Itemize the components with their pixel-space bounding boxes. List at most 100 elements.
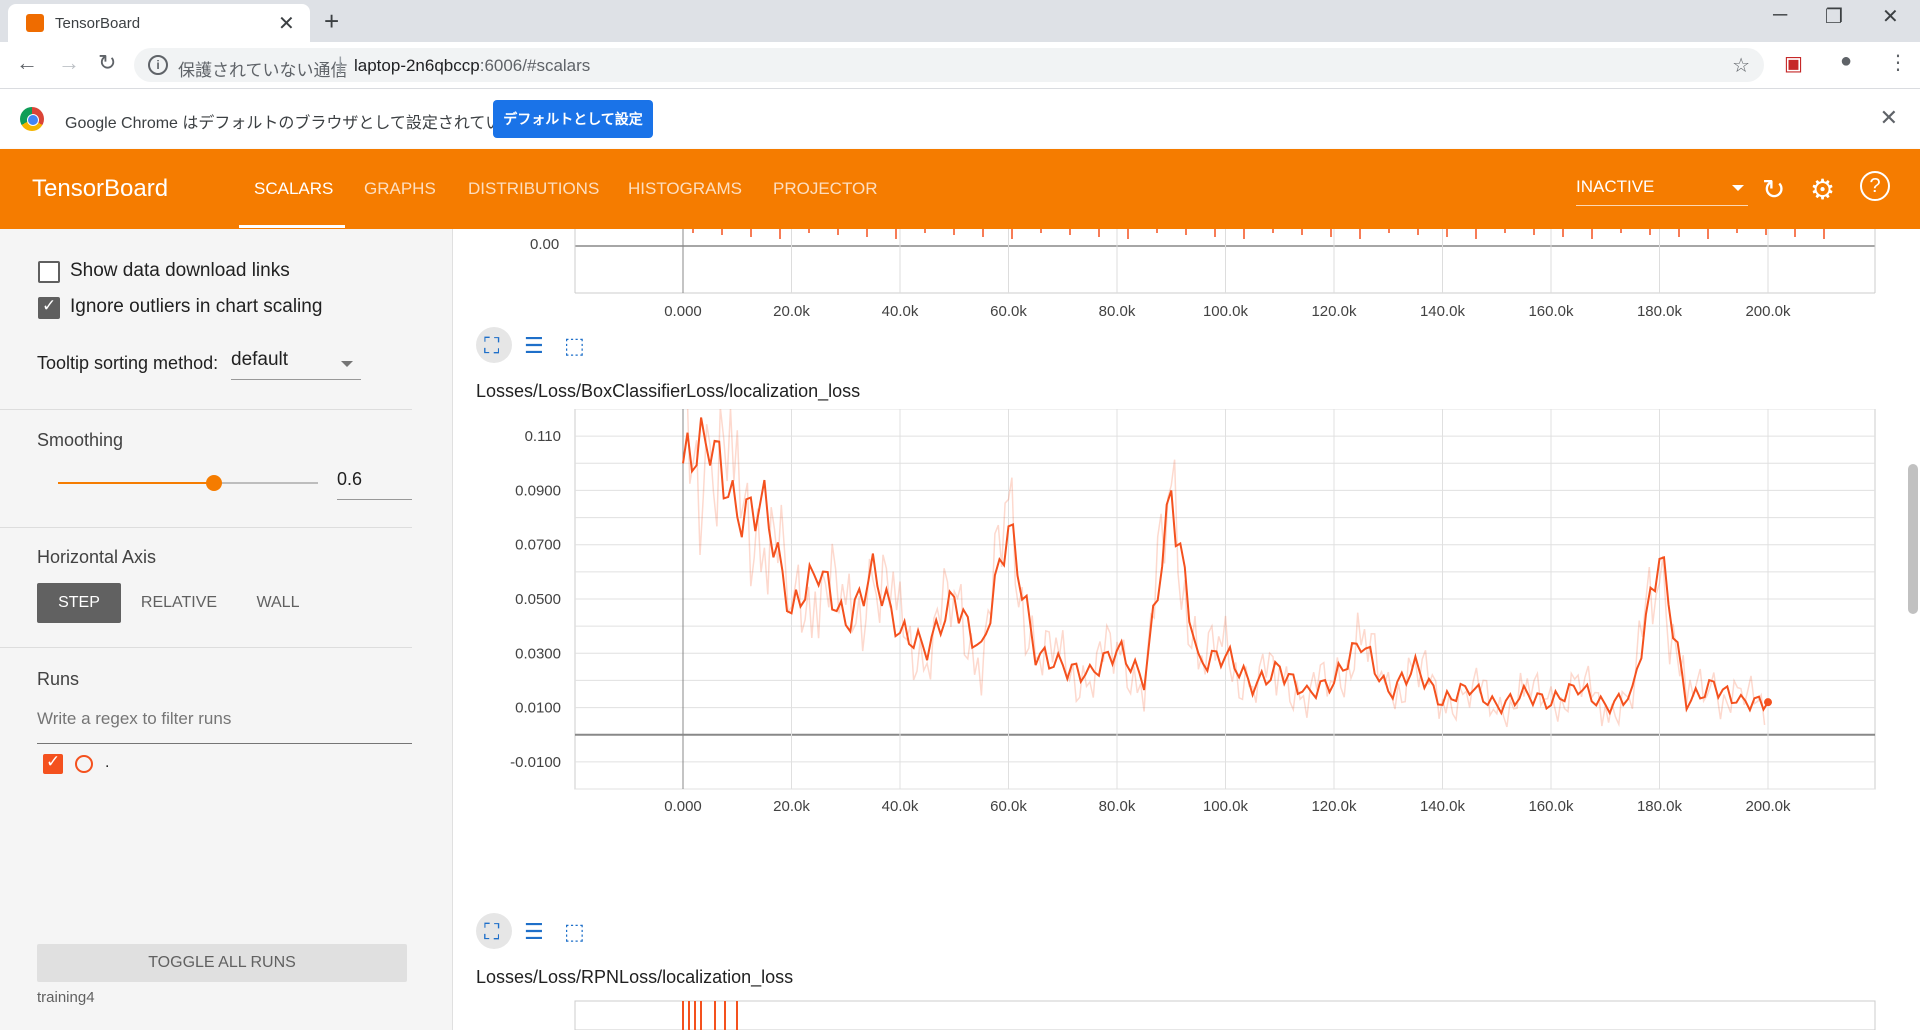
profile-icon[interactable]: ●	[1840, 50, 1853, 72]
smoothed-loss-line	[682, 417, 1769, 716]
chart-xtick-label: 160.0k	[1528, 798, 1574, 815]
run-checkbox[interactable]	[43, 752, 63, 774]
sidebar-divider	[0, 527, 412, 528]
chart-xtick-label: 140.0k	[1420, 798, 1466, 815]
security-status: 保護されていない通信	[178, 61, 348, 80]
address-bar[interactable]: i 保護されていない通信 | laptop-2n6qbccp:6006/#sca…	[134, 48, 1764, 82]
infobar-close-icon[interactable]: ✕	[1879, 105, 1898, 130]
smoothing-slider-fill	[58, 482, 214, 484]
menu-kebab-icon[interactable]: ⋮	[1888, 52, 1908, 74]
inactive-dashboards-dropdown[interactable]: INACTIVE	[1576, 177, 1748, 206]
tooltip-sorting-dropdown[interactable]: default	[231, 349, 361, 380]
top-partial-chart	[574, 229, 1876, 294]
reload-icon[interactable]: ↻	[98, 50, 117, 75]
tensorboard-favicon-icon	[26, 14, 44, 32]
app-brand: TensorBoard	[32, 175, 169, 202]
settings-gear-icon[interactable]: ⚙	[1810, 174, 1836, 205]
top-chart-xtick-label: 40.0k	[881, 303, 919, 320]
tab-projector[interactable]: PROJECTOR	[773, 179, 878, 198]
chart-xtick-label: 80.0k	[1099, 798, 1136, 815]
tensorboard-header: TensorBoard SCALARS GRAPHS DISTRIBUTIONS…	[0, 149, 1920, 229]
smoothing-slider-knob[interactable]	[206, 475, 222, 491]
smoothing-heading: Smoothing	[37, 430, 124, 450]
smoothing-value-input[interactable]: 0.6	[337, 469, 412, 500]
smoothing-slider[interactable]	[58, 475, 318, 491]
chart-xtick-label: 120.0k	[1311, 798, 1357, 815]
next-chart-line	[682, 1001, 738, 1030]
fullscreen-icon: ⛶	[484, 919, 500, 944]
next-chart-title: Losses/Loss/RPNLoss/localization_loss	[476, 967, 794, 987]
extension-icon[interactable]: ▣	[1784, 53, 1803, 75]
list-icon: ☰	[524, 919, 544, 944]
tooltip-sorting-value: default	[231, 349, 289, 370]
fit-domain-icon: ⬚	[564, 333, 585, 358]
show-download-links-label: Show data download links	[70, 260, 290, 281]
raw-loss-line	[686, 409, 1766, 728]
fit-domain-button[interactable]: ⬚	[556, 327, 592, 363]
top-chart-xtick-label: 200.0k	[1745, 303, 1791, 320]
browser-tab-title: TensorBoard	[55, 15, 141, 32]
chart-title: Losses/Loss/BoxClassifierLoss/localizati…	[476, 381, 861, 401]
chart-ytick-label: 0.0100	[515, 700, 561, 717]
browser-toolbar: ← → ↻ i 保護されていない通信 | laptop-2n6qbccp:600…	[0, 42, 1920, 89]
browser-tab-strip: TensorBoard ✕ + ─ ❐ ✕	[0, 0, 1920, 42]
tab-close-icon[interactable]: ✕	[278, 13, 295, 35]
window-close-icon[interactable]: ✕	[1882, 6, 1899, 28]
tab-histograms[interactable]: HISTOGRAMS	[628, 179, 742, 198]
omnibox-separator: |	[338, 54, 343, 74]
run-radio[interactable]	[75, 755, 93, 773]
browser-tab[interactable]: TensorBoard ✕	[8, 4, 310, 42]
fit-domain-icon: ⬚	[564, 919, 585, 944]
top-chart-xtick-label: 160.0k	[1528, 303, 1574, 320]
top-chart-xtick-label: 100.0k	[1202, 303, 1249, 320]
url-text: laptop-2n6qbccp:6006/#scalars	[354, 56, 590, 76]
url-path: :6006/#scalars	[479, 56, 591, 75]
fullscreen-icon: ⛶	[484, 333, 500, 358]
axis-step-button[interactable]: STEP	[37, 583, 121, 623]
toggle-all-runs-button[interactable]: TOGGLE ALL RUNS	[37, 944, 407, 982]
axis-wall-button[interactable]: WALL	[256, 594, 300, 611]
scalars-main: 0.00 0.000 20.0k 40.0k 60.0k 80.0k 100.0k 120.…	[453, 229, 1920, 1030]
page-scrollbar[interactable]	[1908, 464, 1918, 614]
new-tab-icon[interactable]: +	[324, 6, 340, 36]
set-default-button[interactable]: デフォルトとして設定	[493, 100, 653, 138]
minimize-icon[interactable]: ─	[1773, 4, 1788, 26]
chart-xtick-label: 0.000	[664, 798, 702, 815]
refresh-icon[interactable]: ↻	[1762, 174, 1786, 205]
bookmark-star-icon[interactable]: ☆	[1732, 55, 1750, 77]
fit-domain-button[interactable]: ⬚	[556, 913, 592, 949]
tab-scalars[interactable]: SCALARS	[254, 179, 334, 198]
ignore-outliers-checkbox[interactable]	[38, 296, 60, 319]
chart-xtick-label: 180.0k	[1637, 798, 1683, 815]
next-chart-frame	[574, 1000, 1876, 1030]
info-icon[interactable]: i	[148, 55, 168, 75]
fullscreen-button[interactable]: ⛶	[476, 327, 512, 363]
chrome-logo-icon	[20, 107, 44, 131]
maximize-icon[interactable]: ❐	[1825, 6, 1843, 28]
fullscreen-button[interactable]: ⛶	[476, 913, 512, 949]
localization-loss-chart[interactable]: 0.000 20.0k 40.0k 60.0k 80.0k 100.0k 120.0k 140…	[453, 409, 1920, 849]
sidebar-divider	[0, 409, 412, 410]
top-chart-xtick-label: 60.0k	[990, 303, 1027, 320]
top-chart-xtick-label: 120.0k	[1311, 303, 1357, 320]
sidebar-divider	[0, 647, 412, 648]
dropdown-arrow-icon	[1732, 185, 1744, 191]
help-icon[interactable]: ?	[1860, 171, 1890, 201]
axis-relative-button[interactable]: RELATIVE	[140, 594, 218, 611]
run-filter-input[interactable]: Write a regex to filter runs	[37, 709, 412, 744]
active-tab-indicator	[239, 225, 345, 228]
top-chart-ytick: 0.00	[530, 236, 560, 253]
chart-xtick-label: 20.0k	[773, 798, 810, 815]
url-host: laptop-2n6qbccp	[354, 56, 480, 75]
list-icon: ☰	[524, 333, 544, 358]
tab-distributions[interactable]: DISTRIBUTIONS	[468, 179, 600, 198]
show-download-links-checkbox[interactable]	[38, 261, 60, 283]
log-scale-button[interactable]: ☰	[516, 913, 552, 949]
top-chart-xtick-label: 140.0k	[1419, 303, 1466, 320]
chart-ytick-label: 0.0900	[515, 482, 561, 499]
last-value-point	[1764, 698, 1772, 707]
tab-graphs[interactable]: GRAPHS	[364, 179, 436, 198]
log-scale-button[interactable]: ☰	[516, 327, 552, 363]
back-icon[interactable]: ←	[16, 50, 38, 75]
forward-icon[interactable]: →	[58, 50, 80, 75]
